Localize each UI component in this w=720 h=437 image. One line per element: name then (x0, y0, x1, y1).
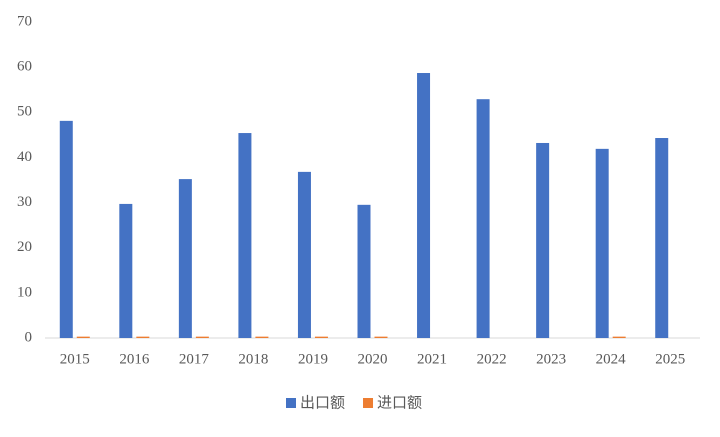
x-tick-label: 2017 (179, 351, 210, 367)
bar (297, 171, 311, 338)
bar (595, 148, 609, 338)
x-tick-label: 2020 (358, 351, 388, 367)
bar (255, 336, 269, 338)
legend-swatch (286, 398, 296, 408)
x-tick-label: 2025 (655, 351, 685, 367)
bar (178, 179, 192, 338)
bar (76, 336, 90, 338)
bar (357, 204, 371, 338)
bar (314, 336, 328, 338)
x-tick-label: 2019 (298, 351, 328, 367)
bar (119, 203, 133, 338)
y-tick-label: 30 (17, 194, 32, 210)
y-tick-label: 10 (17, 284, 32, 300)
legend-swatch (363, 398, 374, 408)
legend-label: 出口额 (300, 394, 345, 411)
x-tick-label: 2015 (60, 351, 90, 367)
y-tick-label: 70 (17, 13, 32, 29)
bar (417, 73, 431, 339)
x-tick-label: 2018 (238, 351, 268, 367)
bar (195, 336, 209, 338)
y-tick-label: 0 (25, 329, 33, 345)
x-tick-label: 2023 (536, 351, 566, 367)
y-tick-label: 60 (17, 59, 32, 75)
bar (536, 142, 550, 338)
bar (136, 336, 150, 338)
legend-label: 进口额 (377, 394, 422, 411)
bar (238, 133, 252, 338)
x-tick-label: 2024 (596, 351, 627, 367)
bar (59, 120, 73, 338)
x-tick-label: 2016 (119, 351, 150, 367)
y-tick-label: 20 (17, 239, 32, 255)
y-tick-label: 50 (17, 104, 32, 120)
x-tick-label: 2021 (417, 351, 447, 367)
bar (612, 336, 626, 338)
bar (374, 336, 388, 338)
y-tick-label: 40 (17, 149, 32, 165)
bar (655, 138, 669, 338)
bar (476, 99, 490, 339)
x-tick-label: 2022 (477, 351, 507, 367)
